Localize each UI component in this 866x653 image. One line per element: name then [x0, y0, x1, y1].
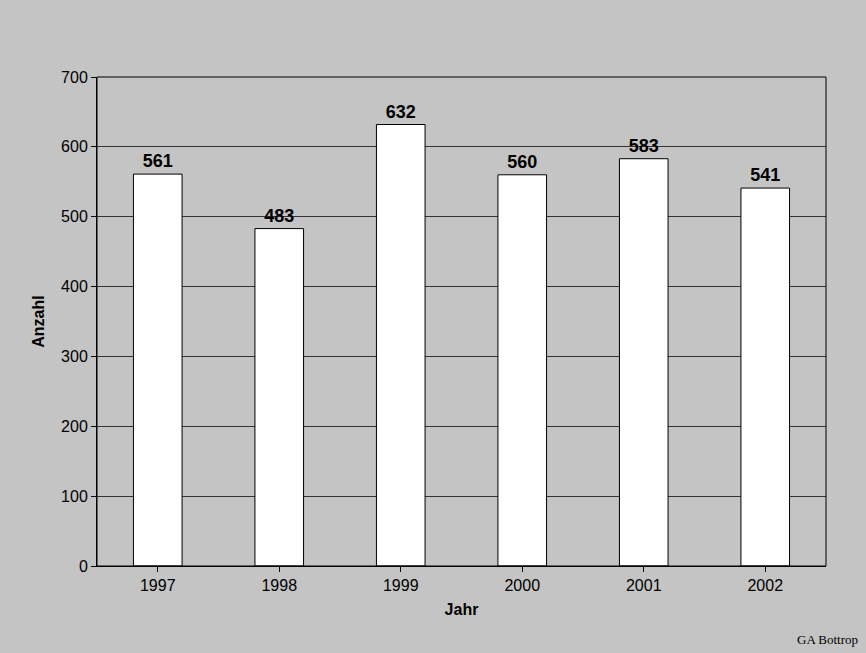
- svg-text:483: 483: [264, 206, 294, 226]
- svg-text:200: 200: [61, 418, 88, 435]
- svg-text:561: 561: [143, 151, 173, 171]
- svg-text:632: 632: [386, 102, 416, 122]
- svg-text:600: 600: [61, 138, 88, 155]
- svg-text:0: 0: [79, 558, 88, 575]
- svg-text:700: 700: [61, 69, 88, 86]
- svg-text:100: 100: [61, 488, 88, 505]
- svg-text:1999: 1999: [383, 577, 419, 594]
- svg-text:2002: 2002: [747, 577, 783, 594]
- svg-text:300: 300: [61, 348, 88, 365]
- svg-text:2001: 2001: [626, 577, 662, 594]
- svg-text:1997: 1997: [140, 577, 176, 594]
- svg-text:1998: 1998: [261, 577, 297, 594]
- svg-text:Jahr: Jahr: [445, 601, 479, 618]
- svg-text:541: 541: [750, 165, 780, 185]
- svg-text:Anzahl: Anzahl: [30, 295, 47, 347]
- svg-text:GA Bottrop: GA Bottrop: [797, 632, 858, 647]
- svg-text:500: 500: [61, 208, 88, 225]
- svg-text:400: 400: [61, 278, 88, 295]
- svg-text:2000: 2000: [504, 577, 540, 594]
- svg-text:583: 583: [629, 136, 659, 156]
- svg-text:560: 560: [507, 152, 537, 172]
